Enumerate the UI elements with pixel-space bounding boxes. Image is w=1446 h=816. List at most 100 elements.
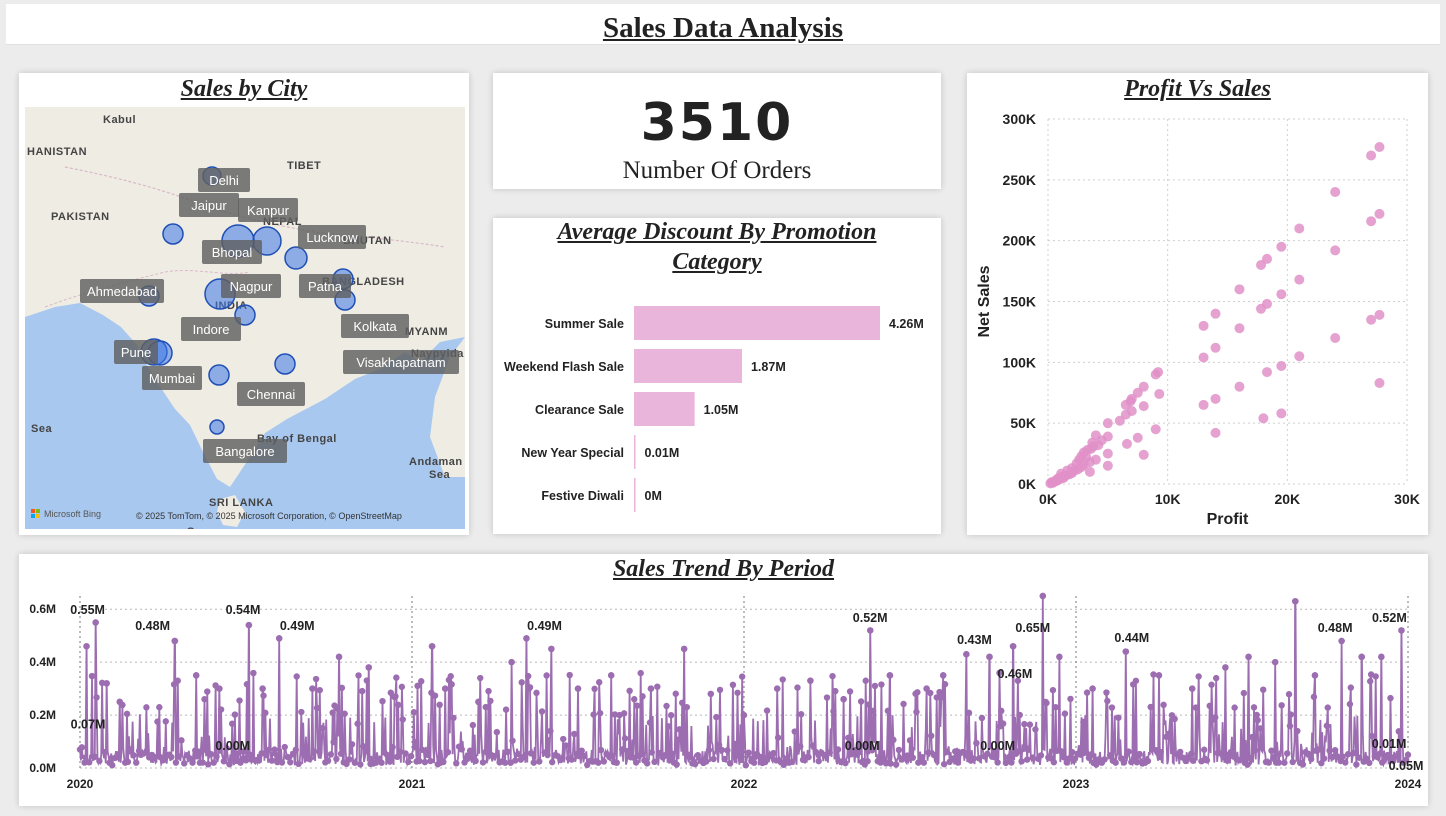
trend-data-label: 0.01M bbox=[1372, 737, 1407, 751]
trend-point bbox=[1395, 728, 1402, 735]
trend-point bbox=[639, 693, 646, 700]
trend-point bbox=[508, 658, 515, 666]
trend-point bbox=[596, 709, 604, 717]
trend-point bbox=[83, 643, 90, 650]
scatter-point bbox=[1210, 427, 1221, 438]
scatter-point bbox=[1256, 260, 1267, 270]
trend-data-label: 0.44M bbox=[1114, 631, 1149, 645]
scatter-point bbox=[1210, 342, 1221, 353]
trend-point bbox=[1018, 758, 1025, 765]
trend-point bbox=[237, 759, 244, 766]
trend-point bbox=[240, 748, 247, 755]
bing-square bbox=[36, 514, 40, 518]
trend-point bbox=[1002, 759, 1010, 767]
trend-point bbox=[490, 752, 498, 760]
bar-value-label: 0.01M bbox=[645, 446, 680, 460]
scatter-x-tick: 30K bbox=[1394, 491, 1420, 507]
trend-point bbox=[1244, 761, 1251, 768]
scatter-point bbox=[1234, 323, 1245, 334]
trend-point bbox=[1278, 702, 1285, 709]
sales-by-city-map[interactable]: KabulHANISTANTIBETPAKISTANNEPALBHUTANBAN… bbox=[25, 107, 465, 529]
trend-point bbox=[162, 718, 169, 725]
trend-point bbox=[525, 672, 532, 680]
trend-point bbox=[691, 760, 699, 768]
trend-point bbox=[103, 680, 110, 687]
trend-point bbox=[396, 748, 404, 756]
trend-point bbox=[1257, 725, 1264, 732]
bing-square bbox=[31, 509, 35, 513]
trend-point bbox=[485, 687, 492, 695]
trend-point bbox=[900, 700, 907, 708]
trend-point bbox=[201, 696, 208, 703]
trend-point bbox=[991, 748, 999, 755]
scatter-point bbox=[1366, 314, 1377, 325]
trend-point bbox=[330, 738, 337, 746]
trend-point bbox=[718, 746, 726, 754]
trend-point bbox=[1203, 757, 1211, 764]
trend-point bbox=[392, 693, 399, 700]
trend-point bbox=[223, 744, 230, 752]
trend-point bbox=[1080, 718, 1087, 726]
trend-point bbox=[202, 746, 209, 753]
trend-point bbox=[1089, 685, 1096, 692]
city-label-box bbox=[221, 274, 281, 298]
trend-point bbox=[878, 681, 885, 688]
trend-point bbox=[562, 742, 570, 749]
trend-point bbox=[1384, 751, 1391, 759]
trend-point bbox=[1372, 673, 1379, 680]
trend-data-label: 0.48M bbox=[135, 619, 170, 633]
trend-point bbox=[940, 760, 948, 768]
trend-point bbox=[114, 751, 122, 758]
scatter-x-label: Profit bbox=[1207, 511, 1249, 528]
trend-data-label: 0.49M bbox=[280, 619, 315, 633]
city-label-box bbox=[299, 274, 351, 298]
trend-point bbox=[673, 761, 680, 768]
scatter-point bbox=[1096, 435, 1107, 446]
trend-point bbox=[943, 748, 951, 756]
trend-point bbox=[797, 711, 805, 718]
trend-point bbox=[597, 746, 605, 754]
trend-point bbox=[427, 757, 434, 765]
trend-point bbox=[986, 653, 993, 661]
trend-point bbox=[1157, 748, 1165, 756]
trend-point bbox=[1147, 703, 1154, 711]
map-region-label: SRI LANKA bbox=[209, 497, 273, 509]
trend-point bbox=[1082, 749, 1090, 756]
trend-point bbox=[864, 758, 871, 765]
trend-point bbox=[178, 737, 185, 744]
trend-point bbox=[809, 742, 817, 749]
trend-point bbox=[1310, 693, 1318, 701]
city-label-kanpur: Kanpur bbox=[238, 198, 298, 222]
trend-point bbox=[829, 672, 836, 680]
trend-point bbox=[334, 705, 341, 712]
city-bubble-chennai bbox=[208, 364, 230, 386]
trend-point bbox=[247, 751, 254, 759]
trend-point bbox=[1200, 746, 1208, 753]
trend-point bbox=[243, 681, 251, 688]
trend-point bbox=[1326, 747, 1333, 754]
scatter-point bbox=[1154, 388, 1165, 399]
trend-point bbox=[978, 714, 986, 722]
trend-point bbox=[262, 709, 269, 717]
trend-point bbox=[738, 756, 745, 764]
trend-point bbox=[575, 752, 583, 760]
trend-point bbox=[845, 734, 852, 741]
trend-point bbox=[313, 704, 321, 712]
trend-point bbox=[913, 708, 920, 716]
city-label-chennai: Chennai bbox=[237, 382, 305, 406]
trend-point bbox=[619, 746, 626, 753]
trend-point bbox=[954, 759, 962, 766]
scatter-y-tick: 300K bbox=[1003, 111, 1036, 127]
bing-square bbox=[36, 509, 40, 513]
city-bubble-lucknow bbox=[284, 246, 308, 270]
trend-point bbox=[127, 746, 134, 753]
city-label-text: Indore bbox=[193, 322, 230, 337]
trend-point bbox=[726, 760, 734, 767]
trend-point bbox=[124, 758, 132, 766]
trend-point bbox=[1315, 746, 1322, 753]
city-label-text: Mumbai bbox=[149, 371, 195, 386]
trend-x-tick: 2022 bbox=[731, 777, 758, 791]
trend-point bbox=[174, 677, 181, 684]
discount-bar-chart: Summer Sale 4.26M Weekend Flash Sale 1.87M C… bbox=[504, 306, 924, 512]
trend-point bbox=[181, 760, 188, 767]
